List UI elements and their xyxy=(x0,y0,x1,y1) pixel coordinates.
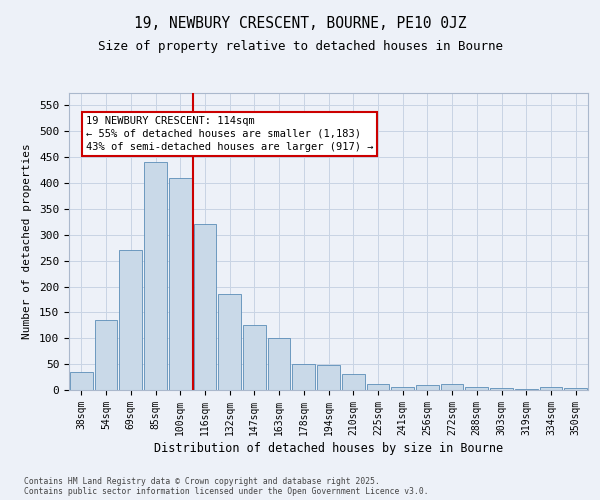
Bar xyxy=(466,388,488,390)
Bar xyxy=(292,364,315,390)
Text: Contains HM Land Registry data © Crown copyright and database right 2025.
Contai: Contains HM Land Registry data © Crown c… xyxy=(24,476,428,496)
Text: Size of property relative to detached houses in Bourne: Size of property relative to detached ho… xyxy=(97,40,503,53)
Bar xyxy=(490,388,513,390)
Bar xyxy=(515,389,538,390)
X-axis label: Distribution of detached houses by size in Bourne: Distribution of detached houses by size … xyxy=(154,442,503,455)
Bar xyxy=(194,224,216,390)
Bar xyxy=(539,388,562,390)
Bar xyxy=(119,250,142,390)
Bar xyxy=(367,384,389,390)
Bar xyxy=(317,365,340,390)
Y-axis label: Number of detached properties: Number of detached properties xyxy=(22,144,32,339)
Bar xyxy=(169,178,191,390)
Bar xyxy=(268,338,290,390)
Text: 19 NEWBURY CRESCENT: 114sqm
← 55% of detached houses are smaller (1,183)
43% of : 19 NEWBURY CRESCENT: 114sqm ← 55% of det… xyxy=(86,116,373,152)
Text: 19, NEWBURY CRESCENT, BOURNE, PE10 0JZ: 19, NEWBURY CRESCENT, BOURNE, PE10 0JZ xyxy=(134,16,466,32)
Bar xyxy=(564,388,587,390)
Bar xyxy=(441,384,463,390)
Bar xyxy=(391,388,414,390)
Bar xyxy=(342,374,365,390)
Bar xyxy=(416,385,439,390)
Bar xyxy=(70,372,93,390)
Bar xyxy=(144,162,167,390)
Bar xyxy=(95,320,118,390)
Bar xyxy=(243,326,266,390)
Bar xyxy=(218,294,241,390)
